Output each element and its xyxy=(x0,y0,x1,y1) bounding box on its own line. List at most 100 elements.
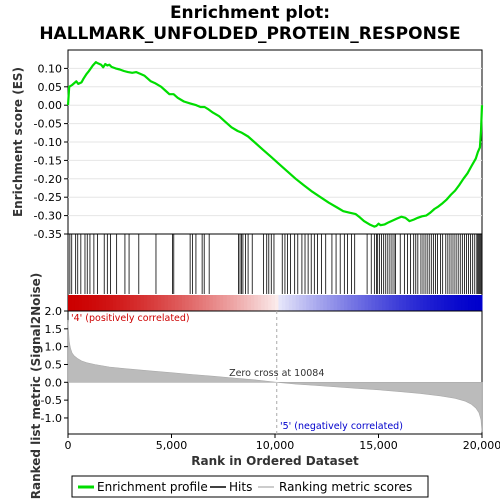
rank-bar-segment xyxy=(226,295,231,311)
rank-bar-segment xyxy=(468,295,473,311)
rank-bar-segment xyxy=(85,295,90,311)
rank-bar-segment xyxy=(78,295,83,311)
hits-panel xyxy=(67,233,483,312)
metric-y-tick-label: 1.5 xyxy=(45,323,63,336)
rank-bar-segment xyxy=(223,295,228,311)
es-y-axis-label: Enrichment score (ES) xyxy=(11,67,25,217)
rank-bar-segment xyxy=(447,295,452,311)
rank-bar-segment xyxy=(95,295,100,311)
rank-bar-segment xyxy=(333,295,338,311)
rank-bar-segment xyxy=(312,295,317,311)
rank-bar-segment xyxy=(268,295,273,311)
rank-bar-segment xyxy=(295,295,300,311)
ranking-metric-area xyxy=(67,319,483,433)
rank-bar-segment xyxy=(419,295,424,311)
rank-bar-segment xyxy=(92,295,97,311)
rank-bar-segment xyxy=(413,295,417,311)
rank-bar-segment xyxy=(330,295,335,311)
rank-bar-segment xyxy=(326,295,331,311)
positive-correlation-label: '4' (positively correlated) xyxy=(71,313,190,324)
es-y-tick-label: -0.30 xyxy=(34,210,62,223)
rank-bar-segment xyxy=(406,295,411,311)
rank-bar-segment xyxy=(302,295,307,311)
rank-bar-segment xyxy=(168,295,172,311)
x-tick-label: 0 xyxy=(65,439,72,452)
legend-enrichment-label: Enrichment profile xyxy=(97,480,208,494)
rank-bar-segment xyxy=(368,295,373,311)
legend-hits-label: Hits xyxy=(229,480,252,494)
es-y-ticks: 0.10 0.05 0.00 -0.05 -0.10 -0.15 -0.20 -0.25 -0.… xyxy=(34,62,68,241)
rank-bar-segment xyxy=(454,295,459,311)
rank-bar-segment xyxy=(392,295,397,311)
rank-bar-segment xyxy=(388,295,393,311)
rank-bar-segment xyxy=(133,295,138,311)
rank-bar-segment xyxy=(475,295,480,311)
rank-bar-segment xyxy=(299,295,304,311)
rank-bar-segment xyxy=(378,295,383,311)
rank-bar-segment xyxy=(140,295,145,311)
rank-bar-segment xyxy=(181,295,186,311)
rank-bar-segment xyxy=(209,295,214,311)
metric-area-layer xyxy=(67,319,483,433)
es-gridlines xyxy=(68,67,482,235)
es-line-layer xyxy=(66,60,484,228)
rank-bar-segment xyxy=(409,295,414,311)
rank-bar-segment xyxy=(119,295,124,311)
metric-y-ticks: 2.0 1.5 1.0 0.5 0.0 -0.5 -1.0 xyxy=(41,305,68,425)
rank-bar-segment xyxy=(361,295,366,311)
rank-bar-segment xyxy=(402,295,407,311)
x-axis-label: Rank in Ordered Dataset xyxy=(191,454,359,468)
hits-layer xyxy=(69,234,482,294)
rank-bar-segment xyxy=(371,295,376,311)
es-y-tick-label: -0.05 xyxy=(34,118,62,131)
metric-y-tick-label: -0.5 xyxy=(41,394,62,407)
rank-bar-segment xyxy=(416,295,421,311)
rank-bar-segment xyxy=(88,295,93,311)
rank-bar-segment xyxy=(285,295,290,311)
legend: Enrichment profile Hits Ranking metric s… xyxy=(71,475,429,498)
metric-y-tick-label: 0.5 xyxy=(45,358,63,371)
rank-bar-segment xyxy=(385,295,390,311)
rank-bar-segment xyxy=(105,295,110,311)
rank-bar-segment xyxy=(71,295,76,311)
rank-bar-segment xyxy=(240,295,245,311)
rank-bar-segment xyxy=(126,295,131,311)
es-y-tick-label: 0.00 xyxy=(38,99,63,112)
chart-title-line1: Enrichment plot: xyxy=(170,3,330,23)
rank-bar-segment xyxy=(316,295,321,311)
es-y-tick-label: -0.25 xyxy=(34,191,62,204)
rank-bar-segment xyxy=(109,295,114,311)
rank-bar-segment xyxy=(243,295,248,311)
rank-bar-segment xyxy=(257,295,262,311)
rank-bar-segment xyxy=(206,295,210,311)
rank-bar-segment xyxy=(357,295,362,311)
rank-bar-segment xyxy=(188,295,193,311)
rank-bar-segment xyxy=(461,295,466,311)
chart-title-line2: HALLMARK_UNFOLDED_PROTEIN_RESPONSE xyxy=(39,24,460,44)
rank-bar-segment xyxy=(250,295,255,311)
rank-bar-segment xyxy=(464,295,469,311)
rank-bar-segment xyxy=(444,295,448,311)
rank-bar-segment xyxy=(395,295,400,311)
rank-bar-segment xyxy=(116,295,121,311)
rank-bar-segment xyxy=(185,295,190,311)
rank-bar-segment xyxy=(440,295,445,311)
rank-bar-segment xyxy=(271,295,276,311)
rank-bar-segment xyxy=(212,295,217,311)
rank-bar-segment xyxy=(202,295,207,311)
es-y-tick-label: -0.10 xyxy=(34,136,62,149)
rank-bar-segment xyxy=(219,295,224,311)
es-panel: 0.10 0.05 0.00 -0.05 -0.10 -0.15 -0.20 -0.25 -0.… xyxy=(11,49,484,241)
rank-bar-segment xyxy=(254,295,259,311)
rank-bar-segment xyxy=(247,295,252,311)
rank-color-bar xyxy=(68,295,483,311)
rank-bar-segment xyxy=(457,295,462,311)
rank-bar-segment xyxy=(344,295,348,311)
rank-bar-segment xyxy=(137,295,141,311)
rank-bar-segment xyxy=(426,295,431,311)
rank-bar-segment xyxy=(261,295,266,311)
rank-bar-segment xyxy=(192,295,197,311)
rank-bar-segment xyxy=(354,295,359,311)
rank-bar-segment xyxy=(340,295,345,311)
